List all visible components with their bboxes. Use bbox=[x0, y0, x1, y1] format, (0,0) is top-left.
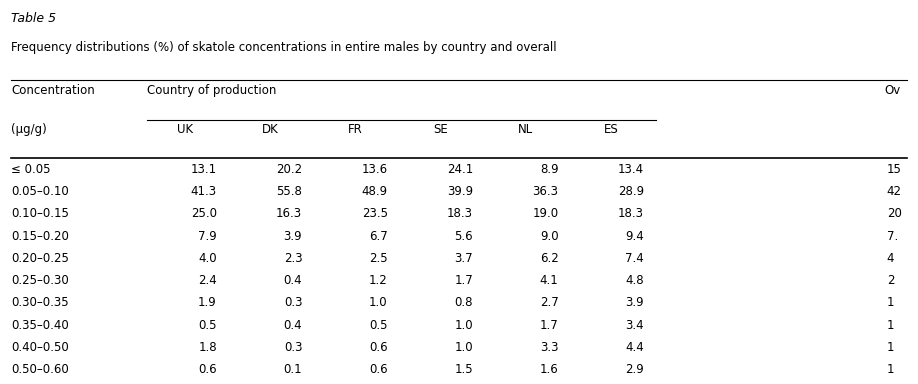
Text: 4.1: 4.1 bbox=[540, 274, 558, 287]
Text: 9.0: 9.0 bbox=[540, 230, 558, 243]
Text: 2.3: 2.3 bbox=[284, 252, 302, 265]
Text: 6.2: 6.2 bbox=[540, 252, 558, 265]
Text: 1: 1 bbox=[887, 296, 894, 310]
Text: 13.4: 13.4 bbox=[618, 163, 644, 176]
Text: 0.6: 0.6 bbox=[369, 363, 387, 376]
Text: 4: 4 bbox=[887, 252, 894, 265]
Text: 1.0: 1.0 bbox=[454, 319, 473, 332]
Text: 23.5: 23.5 bbox=[362, 207, 387, 220]
Text: 1.7: 1.7 bbox=[454, 274, 473, 287]
Text: 0.15–0.20: 0.15–0.20 bbox=[11, 230, 69, 243]
Text: Table 5: Table 5 bbox=[11, 12, 56, 25]
Text: 25.0: 25.0 bbox=[191, 207, 217, 220]
Text: 28.9: 28.9 bbox=[618, 185, 644, 198]
Text: 18.3: 18.3 bbox=[447, 207, 473, 220]
Text: 0.5: 0.5 bbox=[198, 319, 217, 332]
Text: 3.7: 3.7 bbox=[454, 252, 473, 265]
Text: (μg/g): (μg/g) bbox=[11, 123, 47, 136]
Text: 7.9: 7.9 bbox=[198, 230, 217, 243]
Text: 6.7: 6.7 bbox=[369, 230, 387, 243]
Text: 1: 1 bbox=[887, 319, 894, 332]
Text: 0.3: 0.3 bbox=[284, 341, 302, 354]
Text: 7.: 7. bbox=[887, 230, 898, 243]
Text: 19.0: 19.0 bbox=[532, 207, 558, 220]
Text: 2.7: 2.7 bbox=[540, 296, 558, 310]
Text: 0.4: 0.4 bbox=[284, 319, 302, 332]
Text: ES: ES bbox=[604, 123, 619, 136]
Text: 41.3: 41.3 bbox=[191, 185, 217, 198]
Text: 0.25–0.30: 0.25–0.30 bbox=[11, 274, 69, 287]
Text: Country of production: Country of production bbox=[147, 84, 276, 98]
Text: 13.1: 13.1 bbox=[191, 163, 217, 176]
Text: 1.5: 1.5 bbox=[454, 363, 473, 376]
Text: 0.6: 0.6 bbox=[369, 341, 387, 354]
Text: 0.1: 0.1 bbox=[284, 363, 302, 376]
Text: DK: DK bbox=[263, 123, 279, 136]
Text: 39.9: 39.9 bbox=[447, 185, 473, 198]
Text: UK: UK bbox=[177, 123, 193, 136]
Text: 42: 42 bbox=[887, 185, 901, 198]
Text: SE: SE bbox=[433, 123, 448, 136]
Text: 0.5: 0.5 bbox=[369, 319, 387, 332]
Text: 3.3: 3.3 bbox=[540, 341, 558, 354]
Text: 1.0: 1.0 bbox=[454, 341, 473, 354]
Text: 2: 2 bbox=[887, 274, 894, 287]
Text: 3.4: 3.4 bbox=[625, 319, 644, 332]
Text: NL: NL bbox=[519, 123, 533, 136]
Text: 2.5: 2.5 bbox=[369, 252, 387, 265]
Text: 1: 1 bbox=[887, 363, 894, 376]
Text: 0.4: 0.4 bbox=[284, 274, 302, 287]
Text: 1.9: 1.9 bbox=[198, 296, 217, 310]
Text: Concentration: Concentration bbox=[11, 84, 95, 98]
Text: 1: 1 bbox=[887, 341, 894, 354]
Text: 36.3: 36.3 bbox=[532, 185, 558, 198]
Text: 16.3: 16.3 bbox=[276, 207, 302, 220]
Text: 15: 15 bbox=[887, 163, 901, 176]
Text: 0.10–0.15: 0.10–0.15 bbox=[11, 207, 69, 220]
Text: 0.05–0.10: 0.05–0.10 bbox=[11, 185, 69, 198]
Text: 0.50–0.60: 0.50–0.60 bbox=[11, 363, 69, 376]
Text: 0.6: 0.6 bbox=[198, 363, 217, 376]
Text: 1.7: 1.7 bbox=[540, 319, 558, 332]
Text: 8.9: 8.9 bbox=[540, 163, 558, 176]
Text: 3.9: 3.9 bbox=[284, 230, 302, 243]
Text: 0.8: 0.8 bbox=[454, 296, 473, 310]
Text: 1.0: 1.0 bbox=[369, 296, 387, 310]
Text: Ov: Ov bbox=[884, 84, 901, 98]
Text: FR: FR bbox=[348, 123, 363, 136]
Text: 13.6: 13.6 bbox=[362, 163, 387, 176]
Text: 48.9: 48.9 bbox=[362, 185, 387, 198]
Text: 24.1: 24.1 bbox=[447, 163, 473, 176]
Text: 4.4: 4.4 bbox=[625, 341, 644, 354]
Text: 0.30–0.35: 0.30–0.35 bbox=[11, 296, 69, 310]
Text: 18.3: 18.3 bbox=[618, 207, 644, 220]
Text: 1.6: 1.6 bbox=[540, 363, 558, 376]
Text: 5.6: 5.6 bbox=[454, 230, 473, 243]
Text: 0.3: 0.3 bbox=[284, 296, 302, 310]
Text: 7.4: 7.4 bbox=[625, 252, 644, 265]
Text: 1.8: 1.8 bbox=[198, 341, 217, 354]
Text: 2.4: 2.4 bbox=[198, 274, 217, 287]
Text: 20.2: 20.2 bbox=[276, 163, 302, 176]
Text: 1.2: 1.2 bbox=[369, 274, 387, 287]
Text: 20: 20 bbox=[887, 207, 901, 220]
Text: 4.0: 4.0 bbox=[198, 252, 217, 265]
Text: 55.8: 55.8 bbox=[276, 185, 302, 198]
Text: 2.9: 2.9 bbox=[625, 363, 644, 376]
Text: 0.20–0.25: 0.20–0.25 bbox=[11, 252, 69, 265]
Text: 0.40–0.50: 0.40–0.50 bbox=[11, 341, 69, 354]
Text: 4.8: 4.8 bbox=[625, 274, 644, 287]
Text: 3.9: 3.9 bbox=[625, 296, 644, 310]
Text: 0.35–0.40: 0.35–0.40 bbox=[11, 319, 69, 332]
Text: Frequency distributions (%) of skatole concentrations in entire males by country: Frequency distributions (%) of skatole c… bbox=[11, 41, 556, 55]
Text: ≤ 0.05: ≤ 0.05 bbox=[11, 163, 50, 176]
Text: 9.4: 9.4 bbox=[625, 230, 644, 243]
